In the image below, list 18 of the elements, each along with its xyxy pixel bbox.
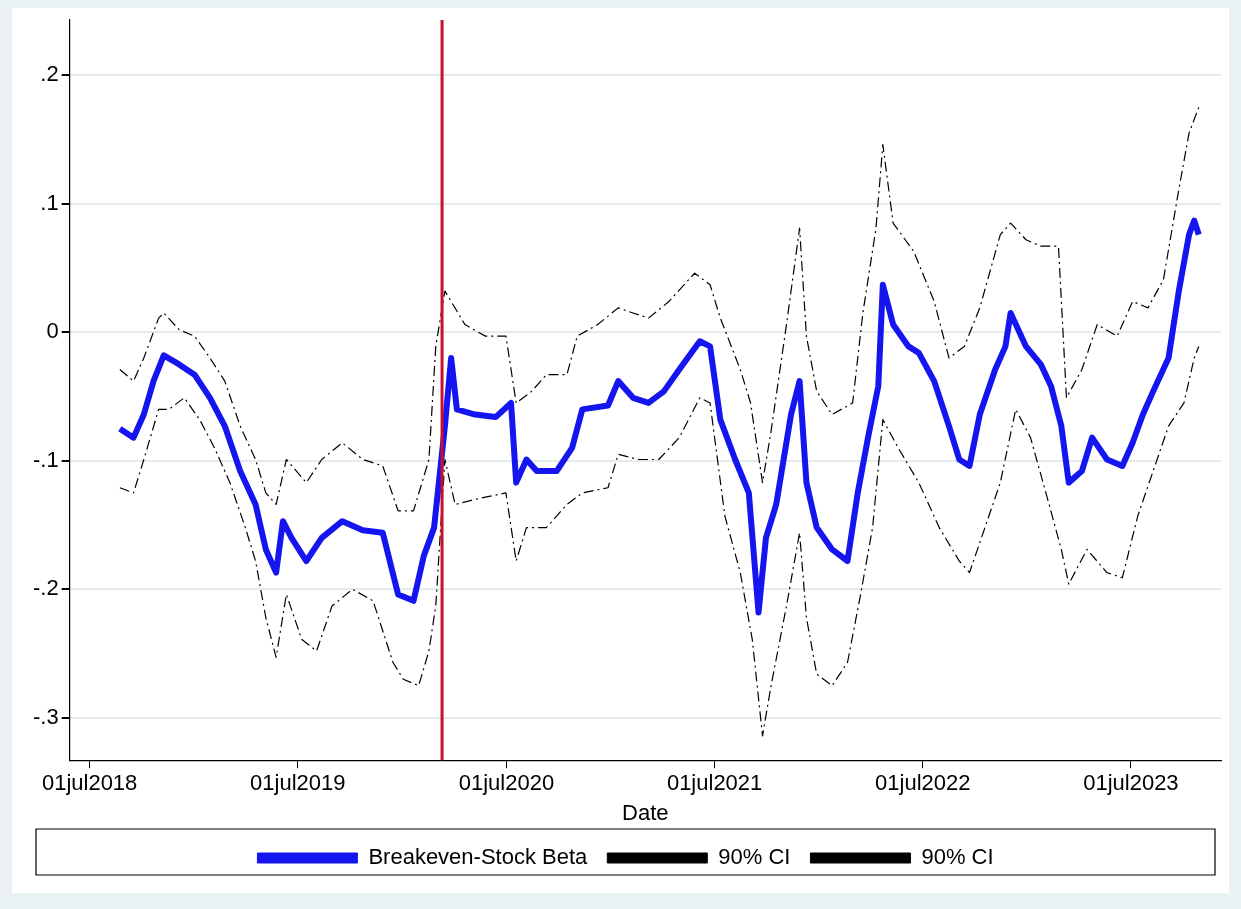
x-tick-label: 01jul2022 [875, 770, 971, 796]
x-tick-label: 01jul2023 [1083, 770, 1179, 796]
x-tick-label: 01jul2018 [41, 770, 138, 796]
x-axis-title: Date [622, 799, 669, 825]
y-tick-label: .2 [40, 61, 59, 87]
y-tick-label: 0 [46, 318, 59, 344]
x-tick-label: 01jul2021 [666, 770, 763, 796]
x-tick-label: 01jul2020 [458, 770, 555, 796]
line-series [119, 106, 1200, 512]
line-series [119, 345, 1200, 737]
y-tick-label: .1 [40, 189, 59, 215]
legend-label: 90% CI [921, 844, 994, 870]
y-tick-label: -.3 [32, 703, 59, 729]
legend-label: 90% CI [718, 844, 791, 870]
y-tick-label: -.1 [32, 446, 59, 472]
y-tick-label: -.2 [32, 575, 59, 601]
legend-label: Breakeven-Stock Beta [368, 844, 589, 870]
x-tick-label: 01jul2019 [250, 770, 346, 796]
